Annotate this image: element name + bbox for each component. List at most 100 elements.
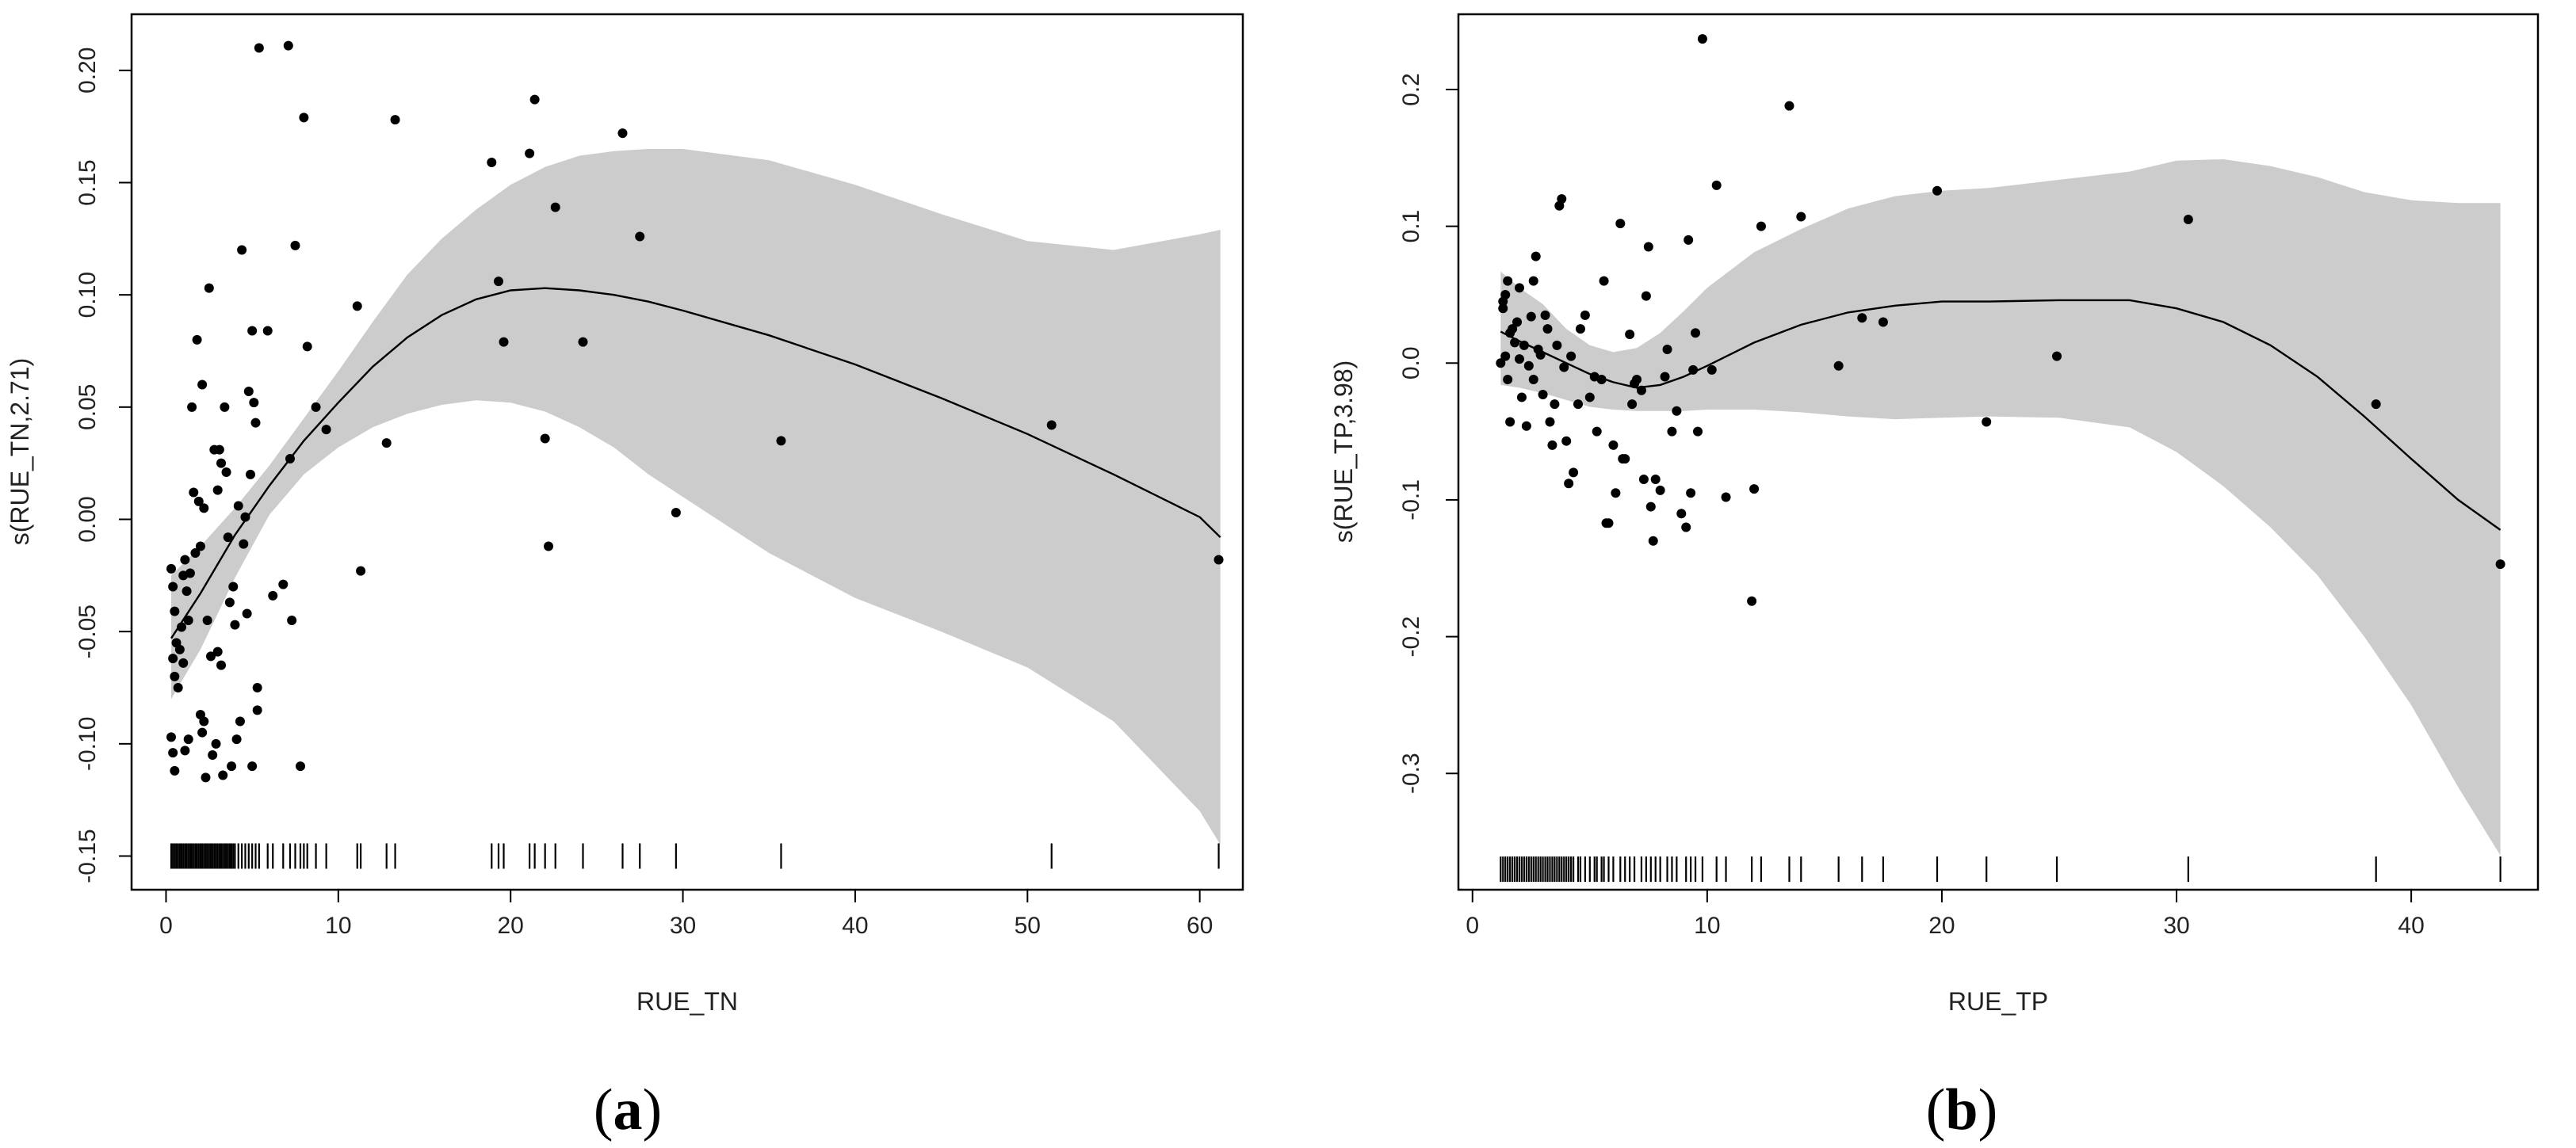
data-point bbox=[1641, 291, 1651, 301]
data-point bbox=[221, 467, 231, 477]
data-point bbox=[201, 772, 211, 783]
data-point bbox=[2495, 559, 2505, 570]
data-point bbox=[254, 43, 264, 53]
data-point bbox=[218, 770, 228, 780]
data-point bbox=[1932, 185, 1943, 196]
data-point bbox=[1688, 364, 1699, 375]
data-point bbox=[204, 283, 214, 293]
data-point bbox=[1684, 235, 1694, 245]
data-point bbox=[228, 582, 239, 592]
data-point bbox=[1632, 374, 1642, 384]
x-tick-label: 0 bbox=[159, 913, 173, 939]
data-point bbox=[268, 590, 278, 601]
data-point bbox=[1636, 385, 1646, 395]
data-point bbox=[1547, 440, 1557, 450]
data-point bbox=[197, 727, 208, 738]
data-point bbox=[296, 761, 306, 772]
data-point bbox=[195, 541, 205, 551]
data-point bbox=[170, 765, 180, 776]
y-tick-label: 0.15 bbox=[75, 159, 101, 205]
data-point bbox=[1608, 440, 1619, 450]
data-point bbox=[1540, 310, 1550, 320]
panel-letter-b: b bbox=[1945, 1077, 1978, 1142]
data-point bbox=[230, 620, 240, 630]
data-point bbox=[208, 750, 218, 760]
data-point bbox=[242, 608, 252, 619]
data-point bbox=[390, 115, 400, 125]
x-tick-label: 50 bbox=[1015, 913, 1041, 939]
data-point bbox=[1648, 536, 1658, 546]
data-point bbox=[199, 503, 209, 513]
data-point bbox=[1707, 364, 1717, 375]
data-point bbox=[1528, 276, 1538, 286]
panel-label-a: (a) bbox=[594, 1077, 662, 1142]
x-tick-label: 40 bbox=[2398, 913, 2424, 939]
data-point bbox=[1796, 212, 1806, 222]
data-point bbox=[212, 485, 223, 495]
data-point bbox=[1627, 399, 1638, 410]
confidence-band-area bbox=[1500, 159, 2501, 856]
data-point bbox=[1584, 392, 1595, 402]
data-point bbox=[1503, 374, 1513, 384]
data-point bbox=[1526, 311, 1536, 322]
data-point bbox=[356, 566, 366, 576]
data-point bbox=[168, 654, 178, 664]
y-tick-label: 0.20 bbox=[75, 48, 101, 93]
data-point bbox=[235, 716, 245, 727]
data-point bbox=[205, 651, 216, 662]
data-point bbox=[2371, 399, 2381, 410]
panel-letter-a: a bbox=[613, 1077, 643, 1142]
confidence-band-b bbox=[1500, 159, 2501, 856]
x-axis-b: 0 10 20 30 40 bbox=[1466, 890, 2425, 939]
data-point bbox=[170, 671, 180, 681]
data-point bbox=[1550, 399, 1560, 410]
data-point bbox=[240, 512, 250, 522]
data-point bbox=[1693, 426, 1703, 437]
data-point bbox=[1711, 180, 1722, 190]
data-point bbox=[302, 341, 312, 352]
data-point bbox=[243, 387, 254, 396]
data-point bbox=[182, 586, 192, 597]
data-point bbox=[1686, 488, 1696, 498]
data-point bbox=[252, 705, 262, 715]
data-point bbox=[227, 761, 237, 772]
data-point bbox=[192, 334, 202, 345]
data-point bbox=[1681, 522, 1691, 532]
data-point bbox=[1660, 372, 1670, 382]
data-point bbox=[187, 402, 197, 412]
data-point bbox=[245, 469, 255, 479]
panel-b: 0 10 20 30 40 -0.3 -0.2 -0.1 0.0 0.1 0.2 RUE_TP s… bbox=[1329, 13, 2540, 1142]
data-point bbox=[321, 425, 331, 435]
data-point bbox=[214, 444, 224, 455]
y-tick-label: 0.00 bbox=[75, 496, 101, 542]
data-point bbox=[617, 128, 628, 139]
data-point bbox=[544, 541, 554, 551]
plot-frame-b bbox=[1457, 13, 2540, 891]
data-point bbox=[2052, 351, 2062, 361]
data-point bbox=[540, 433, 550, 444]
data-point bbox=[1498, 303, 1508, 314]
panel-label-b: (b) bbox=[1926, 1077, 1997, 1142]
data-point bbox=[493, 277, 503, 287]
data-point bbox=[250, 418, 261, 428]
data-point bbox=[1596, 374, 1607, 384]
data-point bbox=[1500, 351, 1511, 361]
data-point bbox=[1559, 362, 1569, 372]
data-point bbox=[1667, 426, 1677, 437]
x-axis-title-a: RUE_TN bbox=[636, 987, 738, 1016]
data-point bbox=[1510, 338, 1520, 348]
data-point bbox=[352, 301, 362, 311]
data-point bbox=[174, 644, 185, 654]
data-point bbox=[1535, 349, 1546, 360]
data-point bbox=[223, 532, 233, 543]
x-tick-label: 30 bbox=[2163, 913, 2189, 939]
data-point bbox=[1747, 596, 1757, 606]
data-point bbox=[1523, 360, 1534, 371]
data-point bbox=[185, 568, 195, 578]
data-point bbox=[166, 563, 176, 574]
data-point bbox=[1552, 340, 1562, 350]
x-axis-title-b: RUE_TP bbox=[1948, 987, 2048, 1016]
data-point bbox=[1496, 358, 1506, 368]
data-point bbox=[1749, 484, 1760, 494]
